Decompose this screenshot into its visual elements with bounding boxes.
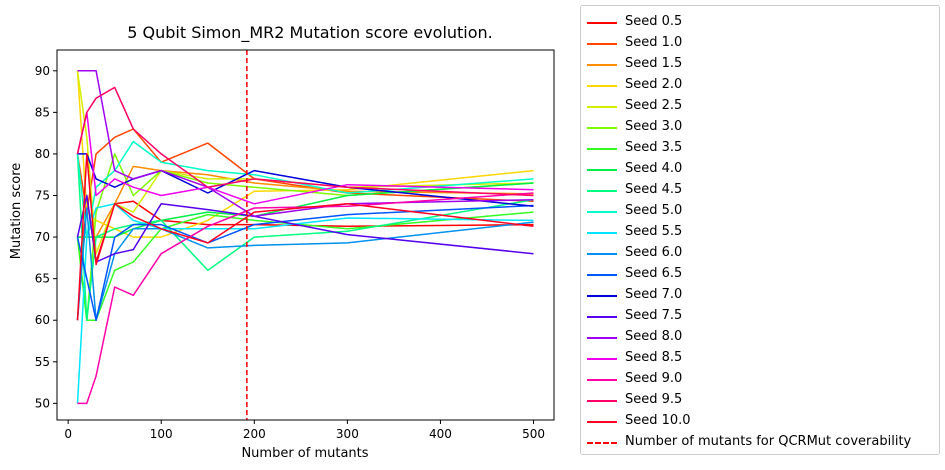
legend-swatch	[587, 148, 617, 150]
legend-label: Seed 8.5	[625, 350, 683, 365]
legend-swatch	[587, 442, 617, 444]
x-tick-label: 400	[429, 427, 452, 441]
legend-label: Seed 3.5	[625, 140, 683, 155]
legend-swatch	[587, 211, 617, 213]
y-tick-label: 55	[35, 355, 50, 369]
series-line-4	[76, 70, 534, 238]
legend-label: Seed 8.0	[625, 329, 683, 344]
plot-frame	[56, 49, 555, 421]
x-tick-label: 100	[150, 427, 173, 441]
series-line-12	[76, 207, 534, 321]
legend-label: Seed 5.5	[625, 224, 683, 239]
legend-swatch	[587, 274, 617, 276]
legend-swatch	[587, 358, 617, 360]
y-tick-label: 90	[35, 64, 50, 78]
legend-label: Seed 1.5	[625, 56, 683, 71]
legend-label: Seed 2.5	[625, 98, 683, 113]
legend-label: Seed 4.0	[625, 161, 683, 176]
legend-label: Seed 7.0	[625, 287, 683, 302]
y-tick-label: 60	[35, 313, 50, 327]
y-axis-label: Mutation score	[9, 163, 24, 259]
legend-swatch	[587, 127, 617, 129]
legend-swatch	[587, 106, 617, 108]
y-tick-label: 85	[35, 105, 50, 119]
legend-swatch	[587, 85, 617, 87]
y-tick-label: 75	[35, 189, 50, 203]
x-axis-label: Number of mutants	[241, 446, 368, 461]
legend-label: Seed 10.0	[625, 413, 691, 428]
series-line-20	[76, 153, 534, 321]
legend-swatch	[587, 295, 617, 297]
series-line-2	[76, 128, 534, 213]
series-line-7	[76, 211, 534, 321]
legend-swatch	[587, 337, 617, 339]
legend-label: Seed 6.0	[625, 245, 683, 260]
legend-label: Number of mutants for QCRMut coverabilit…	[625, 434, 912, 449]
mutation-score-chart: 5 Qubit Simon_MR2 Mutation score evoluti…	[9, 23, 555, 461]
legend-label: Seed 1.0	[625, 35, 683, 50]
legend-label: Seed 5.0	[625, 203, 683, 218]
chart-title: 5 Qubit Simon_MR2 Mutation score evoluti…	[127, 23, 493, 43]
legend-swatch	[587, 421, 617, 423]
legend-label: Seed 6.5	[625, 266, 683, 281]
legend-swatch	[587, 22, 617, 24]
legend-label: Seed 3.0	[625, 119, 683, 134]
legend-swatch	[587, 253, 617, 255]
y-tick-label: 65	[35, 272, 50, 286]
x-tick-label: 300	[336, 427, 359, 441]
series-line-1	[76, 194, 534, 321]
axes: 0 100 200 300 400 500 50 55 60 65 70 75 80 85 90	[35, 49, 555, 441]
legend-swatch	[587, 232, 617, 234]
legend: Seed 0.5 Seed 1.0 Seed 1.5 Seed 2.0 Seed 2.5…	[580, 5, 940, 455]
x-tick-label: 0	[64, 427, 72, 441]
legend-swatch	[587, 190, 617, 192]
legend-swatch	[587, 400, 617, 402]
legend-label: Seed 2.0	[625, 77, 683, 92]
legend-swatch	[587, 379, 617, 381]
legend-swatch	[587, 316, 617, 318]
series-line-18	[77, 192, 534, 405]
x-tick-label: 500	[522, 427, 545, 441]
y-tick-label: 70	[35, 230, 50, 244]
plot-lines	[76, 50, 534, 420]
y-tick-label: 80	[35, 147, 50, 161]
series-line-16	[77, 70, 534, 218]
series-line-19	[76, 86, 534, 197]
legend-label: Seed 4.5	[625, 182, 683, 197]
series-line-13	[76, 204, 534, 321]
legend-label: Seed 0.5	[625, 14, 683, 29]
series-line-15	[76, 194, 534, 263]
legend-label: Seed 9.0	[625, 371, 683, 386]
legend-swatch	[587, 64, 617, 66]
y-tick-label: 50	[35, 396, 50, 410]
x-tick-label: 200	[243, 427, 266, 441]
legend-label: Seed 9.5	[625, 392, 683, 407]
legend-swatch	[587, 169, 617, 171]
series-line-17	[76, 111, 534, 205]
legend-label: Seed 7.5	[625, 308, 683, 323]
legend-swatch	[587, 43, 617, 45]
